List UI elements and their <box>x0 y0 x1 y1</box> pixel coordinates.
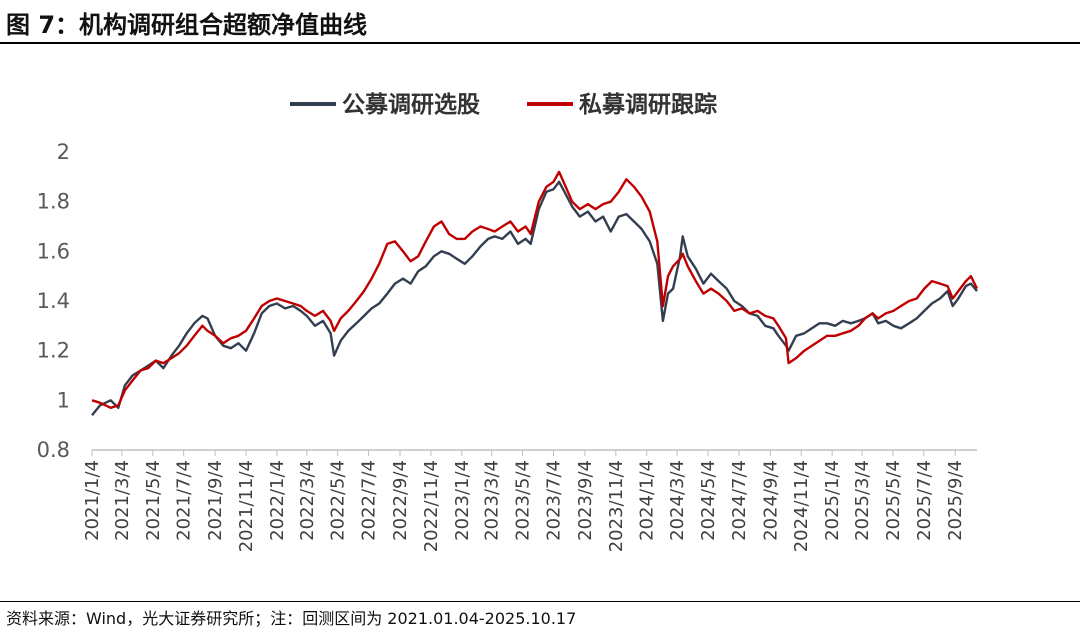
x-tick-label: 2023/9/4 <box>575 460 596 541</box>
y-tick-label: 0.8 <box>37 438 70 462</box>
source-divider <box>0 601 1080 602</box>
x-tick-label: 2025/5/4 <box>883 460 904 541</box>
x-tick-label: 2021/3/4 <box>112 460 133 541</box>
source-note: 资料来源：Wind，光大证券研究所；注：回测区间为 2021.01.04-202… <box>6 609 577 628</box>
y-tick-label: 1.8 <box>37 190 70 214</box>
line-chart: 公募调研选股 私募调研跟踪 0.811.21.41.61.82 2021/1/4 2… <box>37 91 979 552</box>
x-tick-label: 2025/9/4 <box>945 460 966 541</box>
x-tick-label: 2023/5/4 <box>513 460 534 541</box>
x-tick-label: 2024/11/4 <box>791 460 812 552</box>
legend-label: 公募调研选股 <box>342 92 480 118</box>
x-tick-label: 2023/11/4 <box>606 460 627 552</box>
x-tick-label: 2024/3/4 <box>667 460 688 541</box>
legend-label: 私募调研跟踪 <box>579 91 717 118</box>
series-line-1 <box>91 180 978 416</box>
chart-legend: 公募调研选股 私募调研跟踪 <box>290 91 717 118</box>
page-title: 图 7：机构调研组合超额净值曲线 <box>6 11 368 39</box>
x-tick-label: 2021/7/4 <box>174 460 195 541</box>
x-tick-label: 2023/3/4 <box>482 460 503 541</box>
y-tick-label: 1.4 <box>37 289 70 313</box>
x-tick-label: 2024/9/4 <box>760 460 781 541</box>
x-tick-label: 2024/1/4 <box>637 460 658 541</box>
x-tick-label: 2022/7/4 <box>359 460 380 541</box>
title-divider <box>0 42 1080 44</box>
x-tick-label: 2025/7/4 <box>914 460 935 541</box>
x-tick-label: 2025/1/4 <box>822 460 843 541</box>
x-tick-label: 2022/1/4 <box>267 460 288 541</box>
x-tick-label: 2021/5/4 <box>143 460 164 541</box>
x-axis: 2021/1/4 2021/3/4 2021/5/4 2021/7/4 2021/9/4… <box>82 449 977 552</box>
y-tick-label: 1.2 <box>37 339 70 363</box>
x-tick-label: 2021/11/4 <box>236 460 257 552</box>
x-tick-label: 2024/7/4 <box>729 460 750 541</box>
y-tick-label: 2 <box>57 140 70 164</box>
x-tick-label: 2022/9/4 <box>390 460 411 541</box>
y-tick-label: 1 <box>57 388 70 412</box>
plot-area <box>91 170 979 416</box>
y-axis: 0.8 1 1.2 1.4 1.6 1.8 2 <box>37 140 70 462</box>
x-tick-label: 2022/5/4 <box>328 460 349 541</box>
y-tick-label: 1.6 <box>37 239 70 263</box>
x-tick-label: 2025/3/4 <box>852 460 873 541</box>
series-line-2 <box>91 170 979 409</box>
x-tick-label: 2022/3/4 <box>297 460 318 541</box>
x-tick-label: 2022/11/4 <box>421 460 442 552</box>
x-tick-label: 2021/9/4 <box>205 460 226 541</box>
x-tick-label: 2023/1/4 <box>452 460 473 541</box>
x-tick-label: 2023/7/4 <box>543 460 564 541</box>
x-tick-label: 2021/1/4 <box>82 460 103 541</box>
x-tick-label: 2024/5/4 <box>698 460 719 541</box>
